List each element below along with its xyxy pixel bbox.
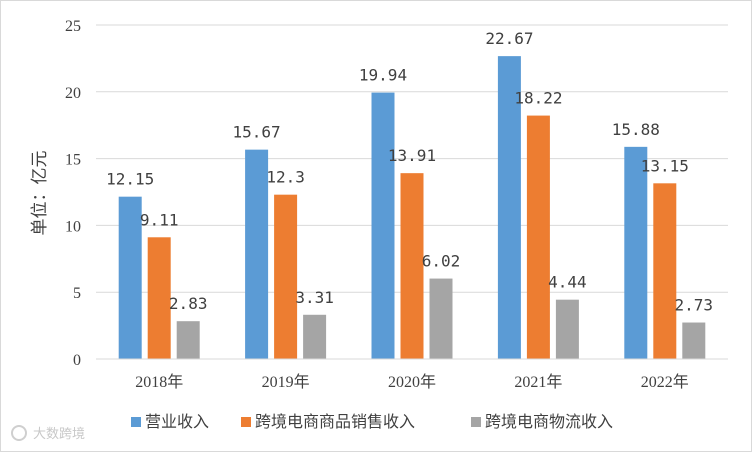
watermark: 大数跨境 (11, 425, 85, 442)
data-label: 15.67 (233, 123, 281, 142)
watermark-logo-icon (11, 425, 27, 441)
y-tick-label: 0 (73, 352, 81, 369)
bars (118, 56, 706, 360)
data-label: 9.11 (140, 210, 179, 229)
bar (624, 146, 648, 359)
y-tick-label: 15 (65, 152, 81, 169)
x-tick-label: 2022年 (641, 373, 689, 391)
data-label: 4.44 (548, 273, 587, 292)
y-axis-ticks: 0 5 10 15 20 25 (65, 18, 81, 369)
bar (118, 196, 142, 359)
y-tick-label: 25 (65, 18, 81, 35)
data-label: 19.94 (359, 66, 407, 85)
bar (245, 149, 269, 359)
data-label: 3.31 (295, 288, 334, 307)
data-label: 15.88 (612, 120, 660, 139)
bar (371, 92, 395, 360)
y-axis-title: 单位：亿元 (30, 151, 50, 236)
data-label: 13.15 (641, 156, 689, 175)
data-label: 22.67 (485, 29, 533, 48)
legend-label: 营业收入 (145, 412, 209, 431)
y-tick-label: 20 (65, 85, 81, 102)
data-label: 12.15 (106, 170, 154, 189)
bar (303, 314, 327, 359)
data-label: 13.91 (388, 146, 436, 165)
x-tick-label: 2019年 (262, 373, 310, 391)
data-label: 6.02 (422, 252, 461, 271)
bar (400, 173, 424, 359)
x-tick-label: 2020年 (388, 373, 436, 391)
watermark-text: 大数跨境 (33, 427, 85, 442)
x-axis-ticks: 2018年 2019年 2020年 2021年 2022年 (135, 373, 689, 391)
legend-swatch (471, 417, 481, 427)
legend-label: 跨境电商物流收入 (485, 412, 613, 431)
bar (429, 278, 453, 359)
data-label: 2.73 (675, 296, 714, 315)
legend: 营业收入 跨境电商商品销售收入 跨境电商物流收入 (131, 412, 613, 431)
bar (497, 56, 521, 360)
x-tick-label: 2021年 (514, 373, 562, 391)
data-label: 18.22 (514, 89, 562, 108)
bar (555, 299, 579, 359)
y-tick-label: 10 (65, 218, 81, 235)
legend-swatch (131, 417, 141, 427)
bar (653, 183, 677, 359)
bar (682, 322, 706, 359)
legend-label: 跨境电商商品销售收入 (255, 412, 415, 431)
x-tick-label: 2018年 (135, 373, 183, 391)
bar (274, 194, 298, 359)
data-label: 12.3 (266, 168, 305, 187)
gridlines (96, 24, 728, 293)
y-tick-label: 5 (73, 285, 81, 302)
data-label: 2.83 (169, 294, 208, 313)
bar (147, 237, 171, 359)
bar (176, 321, 200, 359)
legend-swatch (241, 417, 251, 427)
data-labels: 12.15 9.11 2.83 15.67 12.3 3.31 19.94 13.91 6.02… (106, 29, 713, 314)
bar (526, 115, 550, 359)
